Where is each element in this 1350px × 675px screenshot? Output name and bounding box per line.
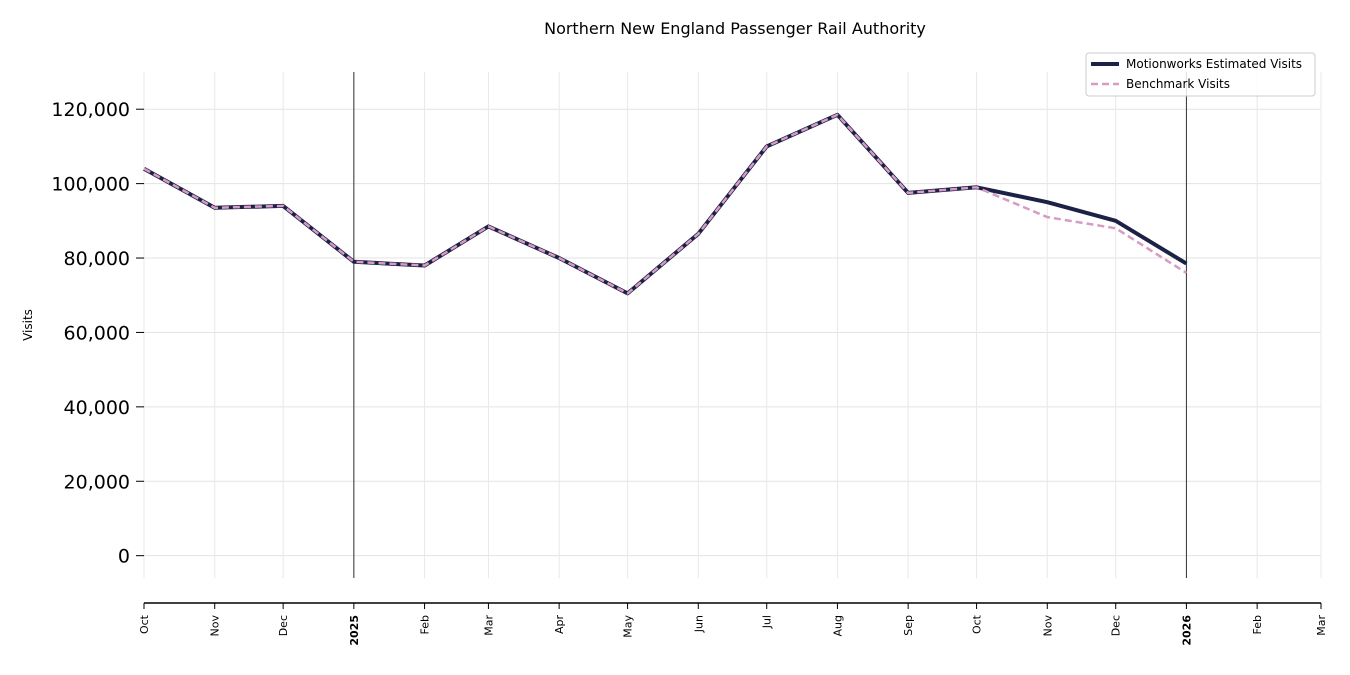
x-tick-label: Mar <box>1315 615 1328 636</box>
y-axis-label: Visits <box>21 309 35 341</box>
chart-title: Northern New England Passenger Rail Auth… <box>544 19 926 38</box>
legend-label-benchmark: Benchmark Visits <box>1126 77 1230 91</box>
legend-label-motionworks: Motionworks Estimated Visits <box>1126 57 1302 71</box>
x-tick-label: Feb <box>419 615 432 634</box>
legend-box <box>1085 52 1316 97</box>
x-tick-label: 2026 <box>1180 615 1193 646</box>
grid <box>143 72 1322 578</box>
x-axis: Oct Nov Dec 2025 Feb Mar Apr May Jun Jul Aug Sep Oct… <box>138 602 1328 646</box>
year-markers <box>353 72 1187 578</box>
x-tick-label: Dec <box>1110 615 1123 636</box>
x-tick-label: Mar <box>482 615 495 636</box>
series-lines <box>143 112 1188 296</box>
y-tick-label: 40,000 <box>64 397 130 419</box>
x-tick-label: Oct <box>138 614 151 634</box>
x-tick-label: May <box>622 615 635 638</box>
y-tick-label: 20,000 <box>64 471 130 493</box>
x-tick-label: Feb <box>1251 615 1264 634</box>
series-line-benchmark <box>143 113 1188 295</box>
x-tick-label: Oct <box>971 614 984 634</box>
x-tick-label: Jul <box>761 615 774 629</box>
y-tick-label: 0 <box>118 546 130 568</box>
x-tick-label: Dec <box>277 615 290 636</box>
x-tick-label: Nov <box>1041 615 1054 637</box>
series-line-motionworks <box>143 112 1188 296</box>
x-tick-label: Sep <box>902 615 915 636</box>
x-tick-label: Aug <box>831 615 844 636</box>
y-tick-label: 100,000 <box>51 174 130 196</box>
y-tick-label: 80,000 <box>64 248 130 270</box>
y-axis: 0 20,000 40,000 60,000 80,000 100,000 120,000 <box>51 99 144 568</box>
x-tick-label: 2025 <box>348 615 361 646</box>
y-tick-label: 120,000 <box>51 99 130 121</box>
legend: Motionworks Estimated Visits Benchmark V… <box>1085 52 1316 97</box>
x-tick-label: Apr <box>553 615 566 635</box>
y-tick-label: 60,000 <box>64 322 130 344</box>
x-tick-label: Jun <box>692 615 705 633</box>
x-tick-label: Nov <box>209 615 222 637</box>
